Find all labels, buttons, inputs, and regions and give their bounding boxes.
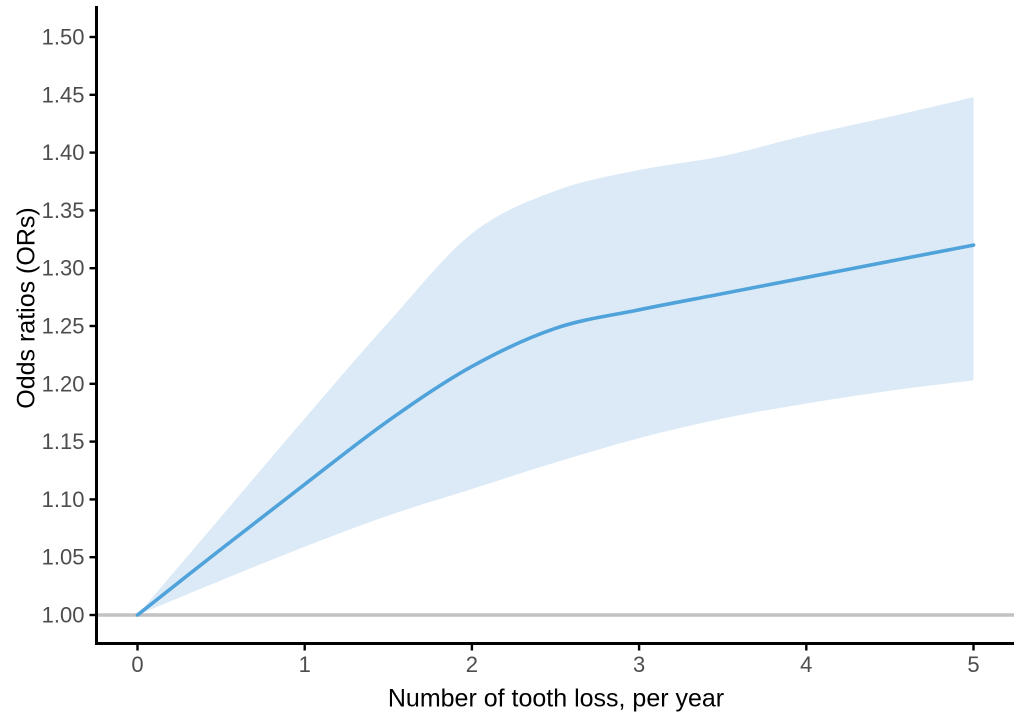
y-axis-title: Odds ratios (ORs) xyxy=(13,207,41,408)
y-tick-label: 1.15 xyxy=(42,429,85,454)
y-tick-label: 1.50 xyxy=(42,25,85,50)
x-axis-title: Number of tooth loss, per year xyxy=(388,685,724,713)
x-tick-label: 3 xyxy=(633,652,645,677)
y-tick-label: 1.40 xyxy=(42,140,85,165)
x-tick-label: 0 xyxy=(131,652,143,677)
y-tick-label: 1.35 xyxy=(42,198,85,223)
confidence-band xyxy=(137,97,974,615)
y-tick-label: 1.25 xyxy=(42,314,85,339)
x-tick-label: 2 xyxy=(466,652,478,677)
x-tick-label: 5 xyxy=(967,652,979,677)
or-curve xyxy=(135,243,976,617)
y-tick-label: 1.30 xyxy=(42,256,85,281)
x-tick-label: 4 xyxy=(800,652,812,677)
y-tick-label: 1.10 xyxy=(42,487,85,512)
x-tick-label: 1 xyxy=(299,652,311,677)
y-tick-label: 1.45 xyxy=(42,82,85,107)
y-tick-label: 1.20 xyxy=(42,371,85,396)
y-tick-label: 1.05 xyxy=(42,545,85,570)
y-tick-label: 1.00 xyxy=(42,603,85,628)
plot-layer: 1.00 1.05 1.10 1.15 1.20 1.25 1.30 1.35 1.40 1.45… xyxy=(42,6,1014,677)
